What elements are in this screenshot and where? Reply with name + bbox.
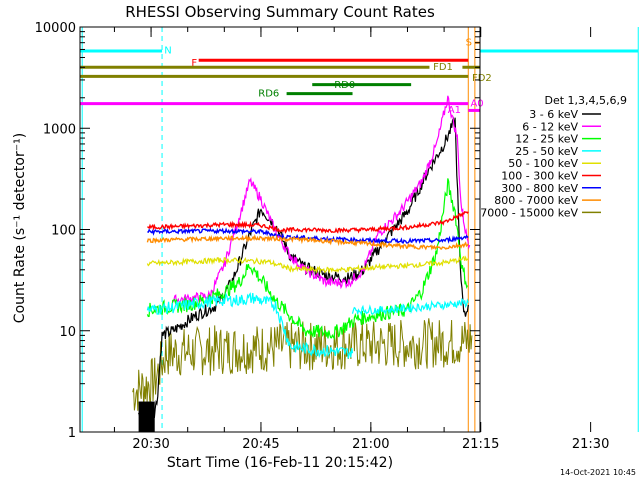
y-tick-label: 1 <box>68 426 76 441</box>
axes-layer: 20:3020:4521:0021:1521:3021:451101001000… <box>35 21 610 452</box>
flag-layer: N F S FD1 FD2 RD0 RD6 A1 A0 <box>80 27 639 432</box>
legend-entry-label: 50 - 100 keV <box>508 157 578 170</box>
footer-timestamp: 14-Oct-2021 10:45 <box>560 468 636 477</box>
y-tick-label: 1000 <box>43 122 76 137</box>
chart-title: RHESSI Observing Summary Count Rates <box>125 3 435 21</box>
flag-label-a0: A0 <box>470 98 483 109</box>
legend-entry-label: 6 - 12 keV <box>522 120 578 133</box>
x-axis-label: Start Time (16-Feb-11 20:15:42) <box>167 455 393 471</box>
flag-label-a1: A1 <box>448 105 461 116</box>
x-tick-label: 20:30 <box>132 437 169 452</box>
series-line-100-300 <box>147 211 469 234</box>
legend-entry-label: 25 - 50 keV <box>515 145 578 158</box>
series-block-3-6 <box>138 401 155 432</box>
series-line-50-100 <box>146 255 469 275</box>
x-tick-label: 21:30 <box>572 437 609 452</box>
flag-label-n: N <box>164 45 171 56</box>
legend-entry-label: 12 - 25 keV <box>515 133 578 146</box>
series-line-6-12 <box>172 95 471 306</box>
flag-label-f: F <box>191 58 197 69</box>
legend-entry-label: 3 - 6 keV <box>529 108 578 121</box>
x-tick-label: 21:00 <box>352 437 389 452</box>
series-line-12-25 <box>146 178 469 341</box>
flag-label-rd0: RD0 <box>334 80 355 91</box>
x-tick-label: 20:45 <box>242 437 279 452</box>
series-line-25-50-b <box>351 297 469 317</box>
flag-label-fd2: FD2 <box>472 73 492 84</box>
flag-label-rd6: RD6 <box>258 89 279 100</box>
legend-entry-label: 800 - 7000 keV <box>494 194 578 207</box>
y-tick-label: 10000 <box>35 21 76 36</box>
flag-label-s: S <box>466 37 472 48</box>
y-tick-label: 10 <box>59 325 76 340</box>
flag-label-fd1: FD1 <box>433 62 453 73</box>
series-line-3-6 <box>138 117 469 428</box>
legend-entry-label: 300 - 800 keV <box>501 182 578 195</box>
legend-title: Det 1,3,4,5,6,9 <box>544 94 627 107</box>
series-line-25-50-a <box>146 292 354 359</box>
series-line-7000-15000 <box>132 318 473 411</box>
series-layer <box>132 95 473 432</box>
legend-entry-label: 100 - 300 keV <box>501 170 578 183</box>
x-tick-label: 21:15 <box>462 437 499 452</box>
y-tick-label: 100 <box>51 224 76 239</box>
y-axis-label: Count Rate (s⁻¹ detector⁻¹) <box>12 133 28 323</box>
legend-entry-label: 7000 - 15000 keV <box>480 206 578 219</box>
series-line-800-7000 <box>146 234 469 251</box>
